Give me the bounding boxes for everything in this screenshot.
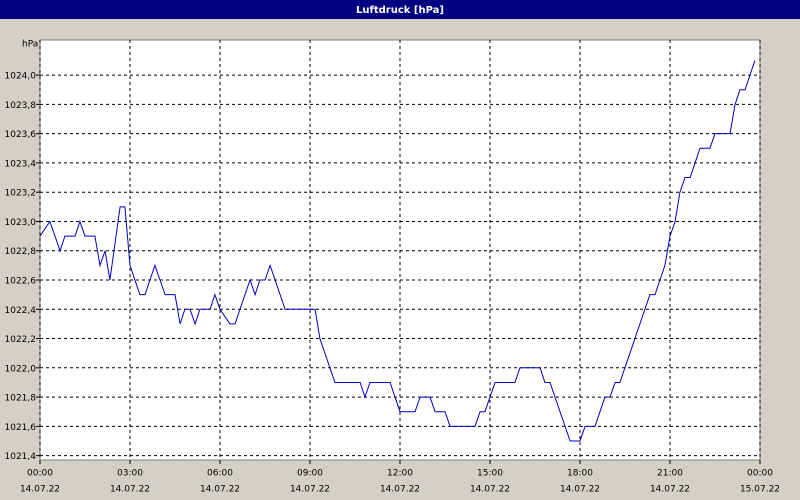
y-tick-label: 1024,0 — [5, 72, 37, 82]
x-tick-date: 14.07.22 — [110, 485, 150, 495]
x-tick-label: 21:00 — [657, 469, 683, 479]
chart-title: Luftdruck [hPa] — [356, 5, 444, 16]
y-tick-label: 1022,6 — [5, 277, 37, 287]
data-line — [39, 60, 756, 442]
x-tick-label: 03:00 — [117, 469, 143, 479]
y-tick-label: 1023,4 — [5, 159, 37, 169]
x-tick-date: 14.07.22 — [470, 485, 510, 495]
x-tick-date: 14.07.22 — [290, 485, 330, 495]
x-tick-label: 00:00 — [747, 469, 773, 479]
y-tick-label: 1023,6 — [5, 130, 37, 140]
y-tick-label: 1022,0 — [5, 364, 37, 374]
x-tick-label: 09:00 — [297, 469, 323, 479]
x-tick-date: 14.07.22 — [560, 485, 600, 495]
x-tick-date: 14.07.22 — [650, 485, 690, 495]
y-tick-label: 1023,0 — [5, 218, 37, 228]
y-tick-label: 1021,8 — [5, 394, 37, 404]
y-tick-label: 1021,6 — [5, 423, 37, 433]
x-tick-label: 15:00 — [477, 469, 503, 479]
y-axis-label: hPa — [22, 40, 38, 50]
y-tick-label: 1022,2 — [5, 335, 37, 345]
y-tick-label: 1022,4 — [5, 306, 37, 316]
y-tick-label: 1023,8 — [5, 101, 37, 111]
x-tick-date: 15.07.22 — [740, 485, 780, 495]
y-tick-label: 1022,8 — [5, 247, 37, 257]
y-tick-label: 1021,4 — [5, 452, 37, 462]
x-tick-label: 06:00 — [207, 469, 233, 479]
x-tick-label: 18:00 — [567, 469, 593, 479]
x-tick-date: 14.07.22 — [200, 485, 240, 495]
title-bar — [0, 0, 800, 19]
x-tick-label: 12:00 — [387, 469, 413, 479]
x-tick-label: 00:00 — [27, 469, 53, 479]
x-tick-date: 14.07.22 — [380, 485, 420, 495]
x-tick-date: 14.07.22 — [20, 485, 60, 495]
y-tick-label: 1023,2 — [5, 189, 37, 199]
